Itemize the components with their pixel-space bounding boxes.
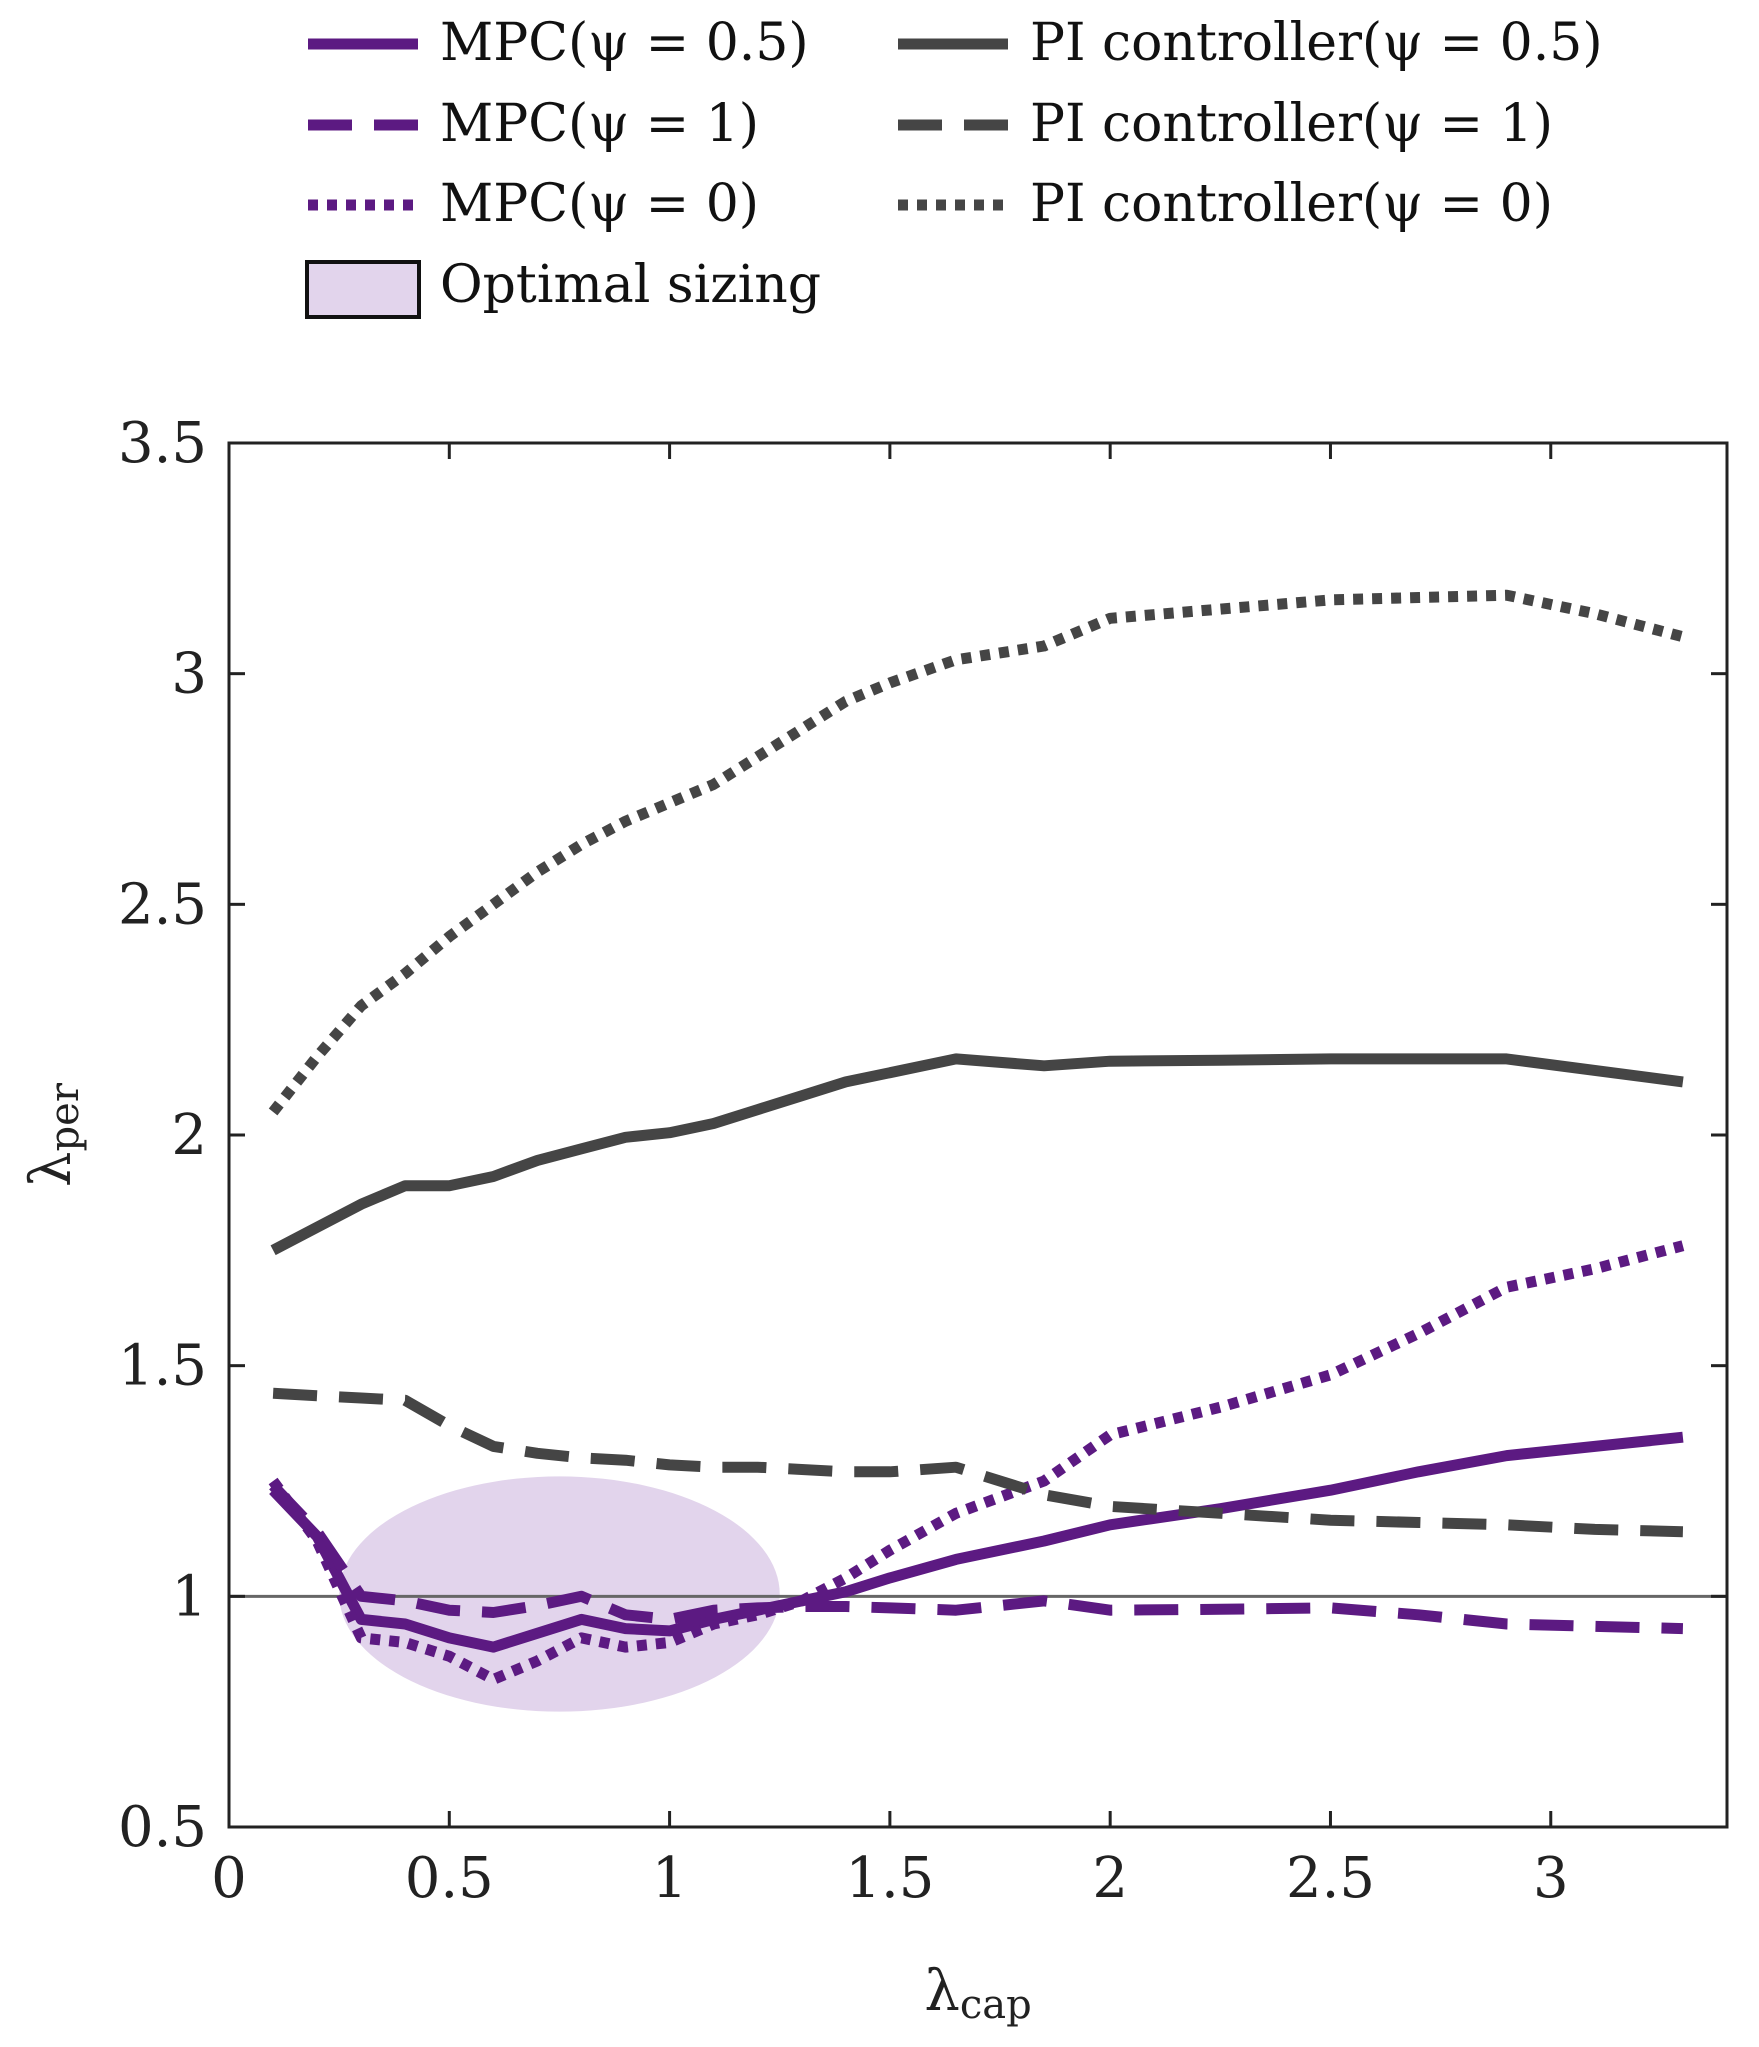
plot-area: 0 0.5 1 1.5 2 2.5 30.511.522.533.5	[118, 411, 1729, 1911]
legend-label-mpc-psi-1: MPC(ψ = 1)	[440, 94, 759, 154]
legend-label-pi-psi-0-5: PI controller(ψ = 0.5)	[1030, 13, 1603, 73]
legend-label-mpc-psi-0: MPC(ψ = 0)	[440, 174, 759, 234]
y-axis-label: λper	[19, 1082, 88, 1187]
y-tick-label: 1.5	[118, 1334, 207, 1399]
series-line-mpc-psi-0	[268, 1240, 1685, 1685]
x-tick-label: 1	[652, 1846, 688, 1911]
x-tick-label: 0.5	[405, 1846, 494, 1911]
series-line-pi-controller-psi-0	[268, 589, 1685, 1116]
x-tick-label: 1.5	[845, 1846, 934, 1911]
series-line-pi-controller-psi-0-5	[270, 1053, 1684, 1256]
legend-label-optimal-sizing: Optimal sizing	[440, 255, 821, 315]
y-tick-label: 2	[171, 1103, 207, 1168]
legend-swatch-optimal-sizing	[305, 260, 421, 319]
legend-label-pi-psi-0: PI controller(ψ = 0)	[1030, 174, 1553, 234]
series-line-mpc-psi-1	[269, 1481, 1684, 1635]
series-line-pi-controller-psi-1	[272, 1387, 1684, 1538]
legend-label-pi-psi-1: PI controller(ψ = 1)	[1030, 94, 1553, 154]
legend-label-mpc-psi-0-5: MPC(ψ = 0.5)	[440, 13, 809, 73]
y-axis-label-symbol: λ	[19, 1151, 84, 1187]
y-tick-label: 3.5	[118, 411, 207, 476]
x-axis-label-subscript: cap	[960, 1982, 1032, 2028]
x-tick-label: 0	[211, 1846, 247, 1911]
legend: MPC(ψ = 0.5) MPC(ψ = 1) MPC(ψ = 0) Optim…	[305, 13, 1603, 319]
x-tick-label: 3	[1533, 1846, 1569, 1911]
optimal-sizing-region	[339, 1476, 780, 1712]
x-tick-label: 2.5	[1286, 1846, 1375, 1911]
y-tick-label: 0.5	[118, 1795, 207, 1860]
y-tick-label: 2.5	[118, 872, 207, 937]
x-axis-label: λcap	[924, 1959, 1031, 2028]
y-tick-label: 3	[171, 642, 207, 707]
y-axis-label-subscript: per	[42, 1082, 88, 1151]
x-axis-label-symbol: λ	[924, 1959, 960, 2024]
y-tick-label: 1	[171, 1564, 207, 1629]
x-tick-label: 2	[1092, 1846, 1128, 1911]
